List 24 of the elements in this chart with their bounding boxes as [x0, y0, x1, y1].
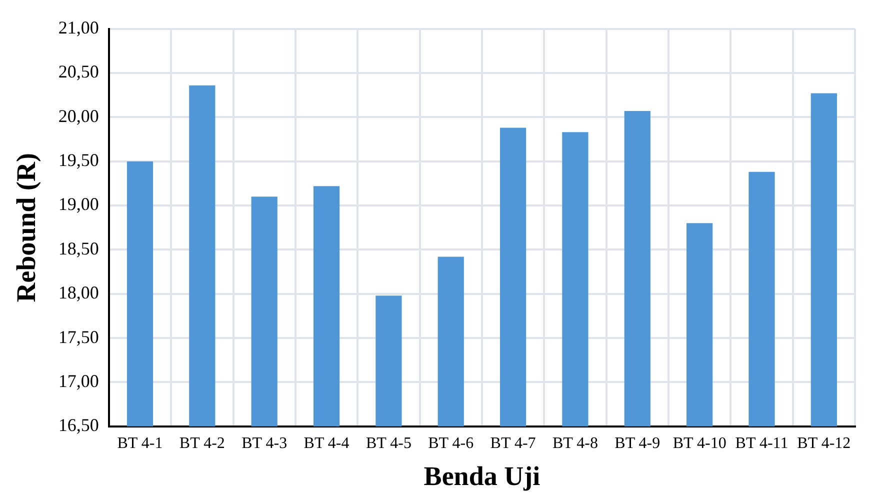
x-tick-label: BT 4-8 [552, 435, 598, 452]
x-tick-label: BT 4-12 [797, 435, 851, 452]
y-tick-label: 19,50 [58, 150, 99, 170]
x-tick-label: BT 4-1 [117, 435, 163, 452]
y-tick-label: 16,50 [58, 415, 99, 436]
x-tick-label: BT 4-9 [614, 435, 660, 452]
x-tick-label: BT 4-3 [242, 435, 288, 452]
y-tick-label: 18,50 [58, 238, 99, 258]
x-tick-label: BT 4-7 [490, 435, 536, 452]
x-tick-label: BT 4-2 [179, 435, 225, 452]
x-tick-label: BT 4-10 [672, 435, 726, 452]
y-tick-label: 19,00 [58, 194, 99, 214]
y-tick-label: 20,00 [58, 106, 99, 126]
y-tick-label: 17,00 [58, 370, 99, 391]
y-tick-label: 21,00 [58, 18, 99, 38]
x-axis-title: Benda Uji [424, 460, 541, 491]
x-tick-label: BT 4-11 [735, 435, 788, 452]
y-tick-label: 20,50 [58, 62, 99, 82]
x-tick-label: BT 4-5 [366, 435, 412, 452]
y-tick-label: 18,00 [58, 282, 99, 303]
x-tick-label: BT 4-4 [304, 435, 350, 452]
y-tick-label: 17,50 [58, 326, 99, 347]
y-axis-title: Rebound (R) [11, 152, 42, 302]
x-tick-label: BT 4-6 [428, 435, 474, 452]
